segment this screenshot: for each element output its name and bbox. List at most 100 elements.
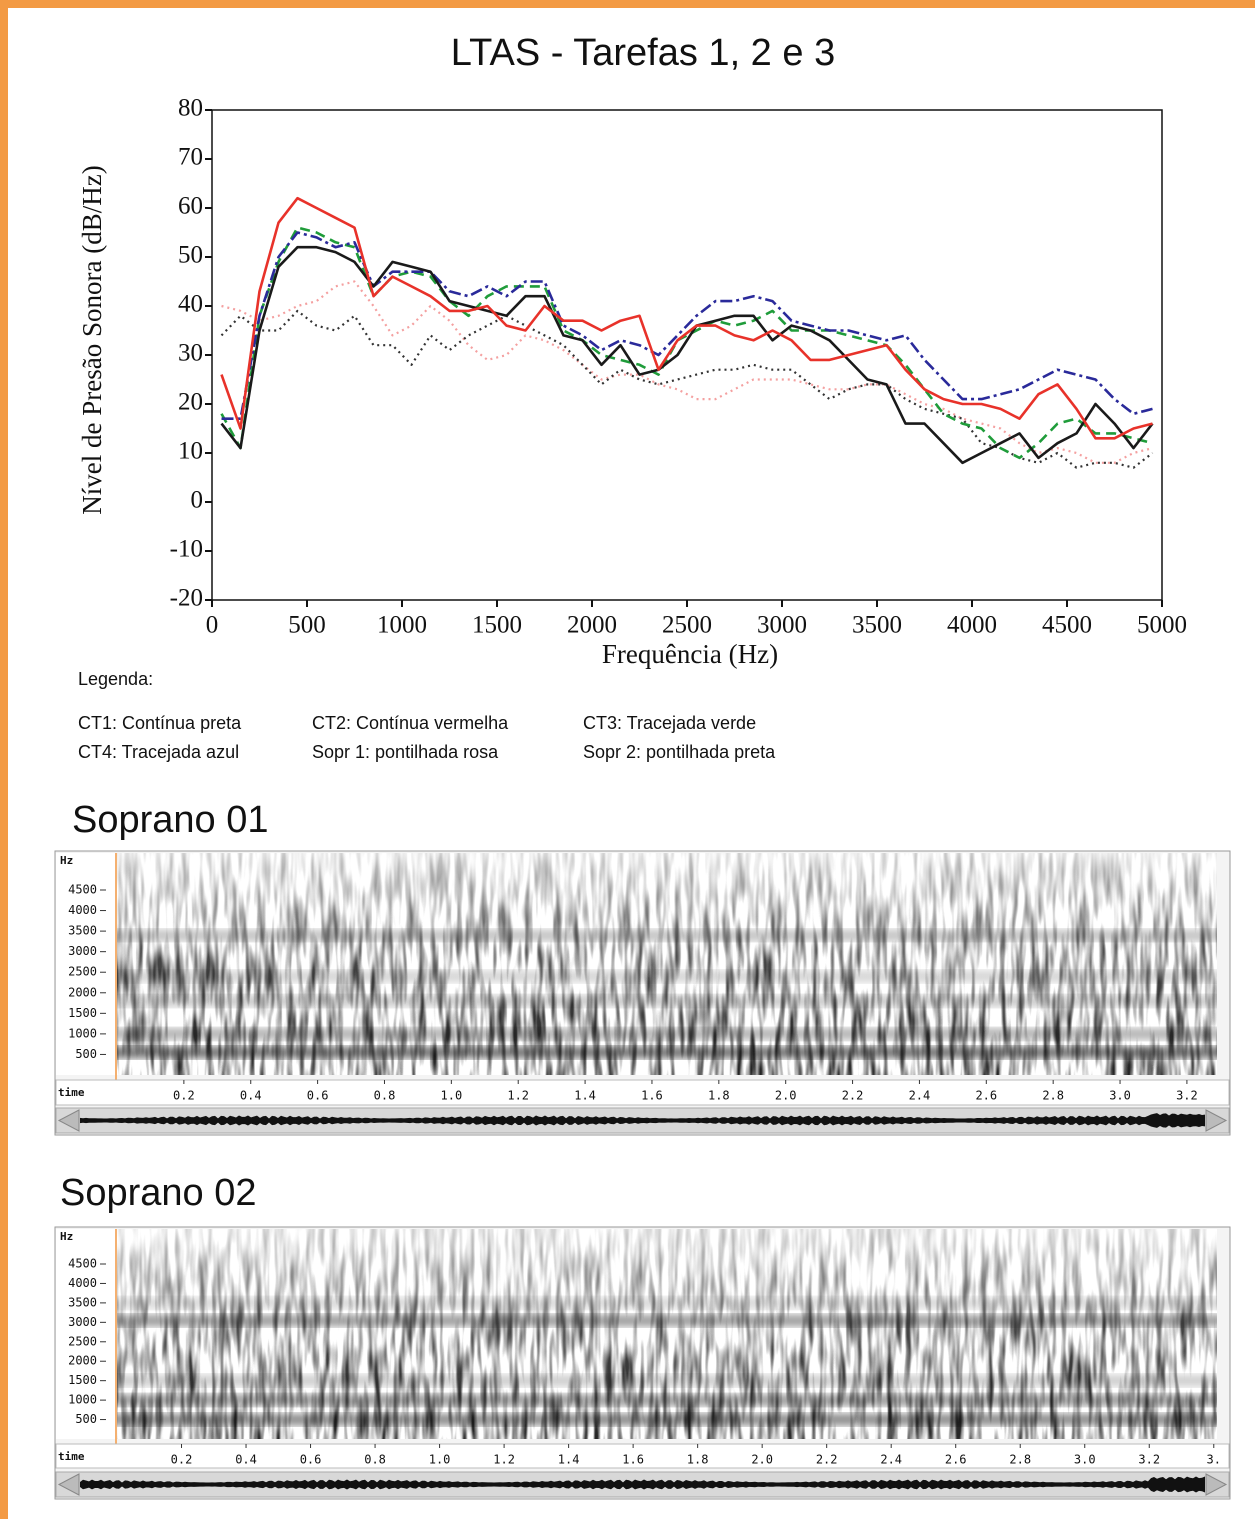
y-tick-label: 4000 [68,1276,97,1290]
legend-entry: CT1: Contínua preta [78,713,242,733]
x-axis-label: time [58,1450,85,1463]
y-tick-label: 60 [178,193,203,220]
y-tick-label: -10 [170,536,203,563]
y-tick-label: 500 [75,1047,97,1061]
x-tick-label: 1.6 [622,1453,644,1467]
x-tick-label: 4000 [947,612,997,639]
waveform [80,1476,1205,1493]
time-axis [55,1079,1230,1106]
spectrogram-fade [117,853,1217,1075]
x-tick-label: 3000 [757,612,807,639]
y-tick-label: 4000 [68,903,97,917]
legend-entry: CT2: Contínua vermelha [312,713,509,733]
legend-title: Legenda: [78,669,153,689]
y-axis-label: Nível de Presão Sonora (dB/Hz) [77,165,107,514]
x-tick-label: 1.4 [558,1453,580,1467]
x-tick-label: 3.0 [1074,1453,1096,1467]
series-line [220,226,1153,460]
x-tick-label: 1.6 [641,1089,663,1103]
x-tick-label: 5000 [1137,612,1187,639]
x-tick-label: 2.0 [751,1453,773,1467]
y-tick-label: 50 [178,242,203,269]
x-tick-label: 500 [288,612,326,639]
y-tick-label: 2000 [68,985,97,999]
x-tick-label: 0.8 [364,1453,386,1467]
y-tick-label: 4500 [68,1257,97,1271]
scroll-left [57,1473,80,1496]
series-line [220,245,1154,465]
frame-top [0,0,1255,8]
x-tick-label: 2.8 [1042,1089,1064,1103]
panel-title: Soprano 01 [72,799,269,841]
x-tick-label: 4500 [1042,612,1092,639]
y-tick-label: 1000 [68,1393,97,1407]
y-tick-label: 1500 [68,1006,97,1020]
x-tick-label: 3500 [852,612,902,639]
x-tick-label: 3.0 [1109,1089,1131,1103]
y-tick-label: -20 [170,585,203,612]
scroll-right [1205,1109,1228,1132]
x-tick-label: 1.0 [441,1089,463,1103]
plot-frame [211,109,1163,601]
x-tick-label: 1.2 [493,1453,515,1467]
y-tick-label: 10 [178,438,203,465]
y-axis-label: Hz [60,1230,73,1243]
x-tick-label: 1.2 [507,1089,529,1103]
y-axis-label: Hz [60,854,73,867]
y-tick-label: 2000 [68,1354,97,1368]
y-tick-label: 4500 [68,883,97,897]
x-tick-label: 1000 [377,612,427,639]
time-axis [55,1443,1230,1469]
y-tick-label: 40 [178,291,203,318]
y-tick-label: 1500 [68,1373,97,1387]
x-tick-label: 1.4 [574,1089,596,1103]
x-tick-label: 0.6 [307,1089,329,1103]
x-tick-label: 2.6 [975,1089,997,1103]
x-tick-label: 3. [1207,1453,1221,1467]
y-tick-label: 0 [191,487,204,514]
x-axis-label: Frequência (Hz) [602,639,778,669]
frame-left [0,0,8,1519]
x-tick-label: 0.2 [173,1089,195,1103]
x-tick-label: 2.8 [1009,1453,1031,1467]
x-tick-label: 2.0 [775,1089,797,1103]
y-tick-label: 2500 [68,1334,97,1348]
x-tick-label: 3.2 [1138,1453,1160,1467]
series-line [221,231,1153,420]
x-tick-label: 0.6 [300,1453,322,1467]
spectrogram-fade [117,1229,1217,1439]
y-tick-label: 70 [178,144,203,171]
x-tick-label: 0.8 [374,1089,396,1103]
y-tick-label: 20 [178,389,203,416]
y-tick-label: 80 [178,95,203,122]
x-tick-label: 0 [206,612,219,639]
x-tick-label: 2.6 [945,1453,967,1467]
x-tick-label: 1500 [472,612,522,639]
y-tick-label: 3500 [68,924,97,938]
scroll-left [57,1109,80,1132]
y-tick-label: 3000 [68,944,97,958]
y-tick-label: 500 [75,1412,97,1426]
y-tick-label: 3000 [68,1315,97,1329]
legend-entry: CT3: Tracejada verde [583,713,756,733]
waveform [80,1113,1205,1128]
x-tick-label: 0.2 [171,1453,193,1467]
x-tick-label: 2.2 [842,1089,864,1103]
y-tick-label: 3500 [68,1295,97,1309]
x-tick-label: 3.2 [1176,1089,1198,1103]
scroll-right [1205,1473,1228,1496]
y-tick-label: 2500 [68,965,97,979]
x-tick-label: 2.4 [909,1089,931,1103]
x-tick-label: 1.0 [429,1453,451,1467]
x-tick-label: 0.4 [235,1453,257,1467]
x-tick-label: 1.8 [708,1089,730,1103]
y-tick-label: 30 [178,340,203,367]
x-tick-label: 2500 [662,612,712,639]
panel-title: Soprano 02 [60,1172,257,1214]
legend-entry: CT4: Tracejada azul [78,742,239,762]
legend-entry: Sopr 1: pontilhada rosa [312,742,499,762]
x-tick-label: 2000 [567,612,617,639]
series-line [221,280,1153,464]
x-tick-label: 2.4 [880,1453,902,1467]
